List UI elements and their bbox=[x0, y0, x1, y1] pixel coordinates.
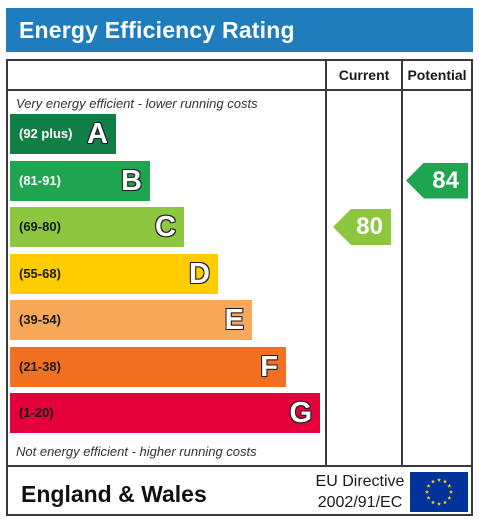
directive-line-2: 2002/91/EC bbox=[317, 494, 403, 511]
column-divider-current bbox=[325, 61, 327, 467]
band-letter-label: D bbox=[189, 257, 210, 290]
star-icon bbox=[426, 483, 431, 488]
star-icon bbox=[426, 495, 431, 500]
band-letter-label: E bbox=[224, 304, 244, 336]
band-letter-label: G bbox=[289, 397, 312, 429]
top-caption: Very energy efficient - lower running co… bbox=[16, 96, 258, 111]
band-range-label: (1-20) bbox=[19, 405, 54, 420]
star-icon bbox=[430, 500, 436, 505]
band-letter-label: F bbox=[260, 350, 278, 383]
potential-column-header: Potential bbox=[407, 67, 467, 83]
band-range-label: (55-68) bbox=[19, 265, 61, 281]
current-rating-arrow: 80 bbox=[333, 209, 391, 245]
star-icon bbox=[430, 479, 436, 484]
chart-title: Energy Efficiency Rating bbox=[6, 8, 473, 52]
band-range-label: (81-91) bbox=[19, 172, 61, 188]
star-icon bbox=[442, 479, 448, 484]
band-g: (1-20) G bbox=[10, 393, 320, 433]
star-icon bbox=[436, 477, 442, 482]
star-icon bbox=[436, 501, 442, 506]
band-letter-label: A bbox=[87, 118, 108, 150]
potential-rating-arrow: 84 bbox=[406, 162, 468, 199]
current-column-header: Current bbox=[338, 67, 390, 83]
band-range-label: (69-80) bbox=[19, 219, 61, 234]
band-e: (39-54) E bbox=[10, 300, 252, 340]
band-d: (55-68) D bbox=[10, 253, 218, 294]
band-range-label: (21-38) bbox=[19, 358, 61, 374]
band-b: (81-91) B bbox=[10, 160, 150, 201]
eu-flag-icon bbox=[410, 472, 468, 512]
star-icon bbox=[447, 483, 452, 488]
band-a: (92 plus) A bbox=[10, 114, 116, 154]
column-divider-potential bbox=[401, 61, 403, 467]
star-icon bbox=[447, 495, 452, 500]
band-range-label: (39-54) bbox=[19, 312, 61, 327]
band-f: (21-38) F bbox=[10, 346, 286, 387]
country-label: England & Wales bbox=[21, 481, 207, 507]
band-c: (69-80) C bbox=[10, 207, 184, 247]
directive-line-1: EU Directive bbox=[315, 473, 405, 490]
star-icon bbox=[448, 489, 454, 494]
band-letter-label: C bbox=[155, 211, 176, 243]
footer-divider bbox=[8, 465, 473, 467]
star-icon bbox=[442, 500, 448, 505]
star-icon bbox=[424, 489, 430, 494]
header-divider bbox=[8, 89, 473, 91]
band-letter-label: B bbox=[121, 164, 142, 197]
bottom-caption: Not energy efficient - higher running co… bbox=[16, 444, 257, 459]
eu-directive: EU Directive 2002/91/EC bbox=[306, 471, 414, 513]
rating-table: Current Potential Very energy efficient … bbox=[6, 59, 473, 516]
band-range-label: (92 plus) bbox=[19, 126, 73, 141]
